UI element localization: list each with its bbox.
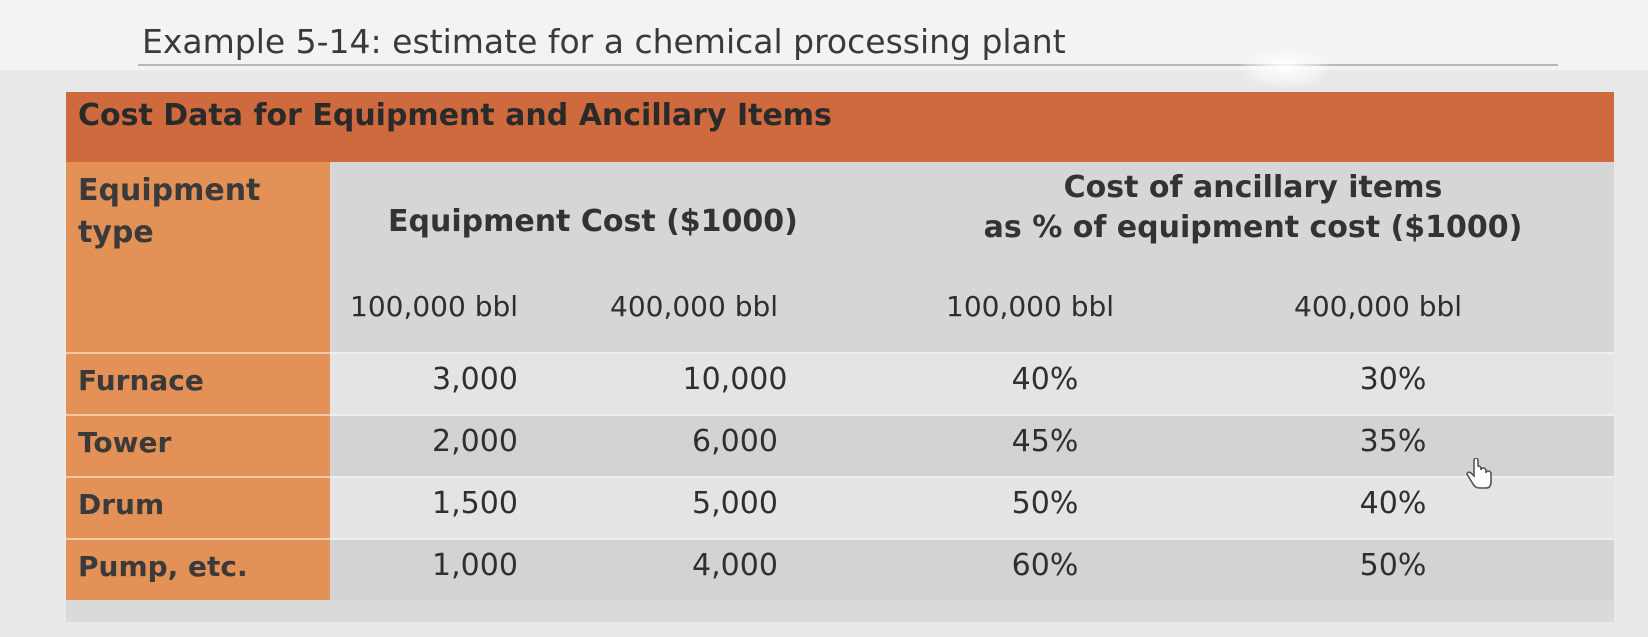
table-row-furnace: Furnace 3,000 10,000 40% 30% xyxy=(66,352,1614,414)
cell-equipment-100k: 1,500 xyxy=(432,486,518,521)
cell-ancillary-400k: 35% xyxy=(1359,424,1427,459)
equipment-type-header-line2: type xyxy=(78,215,154,250)
cell-ancillary-100k: 40% xyxy=(1011,362,1079,397)
row-type-label: Tower xyxy=(78,426,172,459)
row-type-cell: Pump, etc. xyxy=(66,538,330,600)
table-row-tower: Tower 2,000 6,000 45% 35% xyxy=(66,414,1614,476)
equipment-cost-header: Equipment Cost ($1000) xyxy=(388,204,798,239)
row-type-label: Drum xyxy=(78,488,165,521)
equipment-type-header: Equipment type xyxy=(66,162,330,352)
subheader-ancillary-400k: 400,000 bbl xyxy=(1294,290,1463,323)
title-divider xyxy=(138,64,1558,66)
cell-ancillary-100k: 45% xyxy=(1011,424,1079,459)
cell-equipment-400k: 6,000 xyxy=(692,424,778,459)
table-banner-title: Cost Data for Equipment and Ancillary It… xyxy=(78,98,832,133)
row-type-cell: Drum xyxy=(66,476,330,538)
subheader-equipment-400k: 400,000 bbl xyxy=(610,290,779,323)
row-values: 2,000 6,000 45% 35% xyxy=(330,414,1614,476)
heading-strip xyxy=(0,0,1648,70)
ancillary-cost-header-line1: Cost of ancillary items xyxy=(1063,170,1443,205)
cell-equipment-100k: 3,000 xyxy=(432,362,518,397)
example-title: Example 5-14: estimate for a chemical pr… xyxy=(142,22,1066,61)
cell-ancillary-100k: 50% xyxy=(1011,486,1079,521)
subheader-ancillary-100k: 100,000 bbl xyxy=(946,290,1115,323)
subheader-equipment-100k: 100,000 bbl xyxy=(350,290,519,323)
row-values: 1,000 4,000 60% 50% xyxy=(330,538,1614,600)
row-type-label: Pump, etc. xyxy=(78,550,248,583)
column-header-area: Equipment Cost ($1000) Cost of ancillary… xyxy=(330,162,1614,352)
row-type-cell: Furnace xyxy=(66,352,330,414)
row-type-label: Furnace xyxy=(78,364,204,397)
cell-ancillary-100k: 60% xyxy=(1011,548,1079,583)
table-grid: Equipment type Equipment Cost ($1000) Co… xyxy=(66,162,1614,622)
cell-equipment-400k: 10,000 xyxy=(682,362,788,397)
cell-equipment-100k: 2,000 xyxy=(432,424,518,459)
table-row-drum: Drum 1,500 5,000 50% 40% xyxy=(66,476,1614,538)
cell-ancillary-400k: 30% xyxy=(1359,362,1427,397)
cell-equipment-100k: 1,000 xyxy=(432,548,518,583)
hand-pointer-icon xyxy=(1466,458,1492,489)
row-values: 3,000 10,000 40% 30% xyxy=(330,352,1614,414)
screen-glare xyxy=(1240,48,1330,88)
cell-ancillary-400k: 50% xyxy=(1359,548,1427,583)
cell-ancillary-400k: 40% xyxy=(1359,486,1427,521)
equipment-type-header-line1: Equipment xyxy=(78,173,261,208)
table-banner: Cost Data for Equipment and Ancillary It… xyxy=(66,92,1614,174)
ancillary-cost-header-line2: as % of equipment cost ($1000) xyxy=(983,210,1523,245)
cost-data-table: Cost Data for Equipment and Ancillary It… xyxy=(66,92,1614,622)
cell-equipment-400k: 4,000 xyxy=(692,548,778,583)
row-type-cell: Tower xyxy=(66,414,330,476)
table-row-pump: Pump, etc. 1,000 4,000 60% 50% xyxy=(66,538,1614,600)
ancillary-cost-header: Cost of ancillary items as % of equipmen… xyxy=(918,168,1588,248)
row-values: 1,500 5,000 50% 40% xyxy=(330,476,1614,538)
cell-equipment-400k: 5,000 xyxy=(692,486,778,521)
